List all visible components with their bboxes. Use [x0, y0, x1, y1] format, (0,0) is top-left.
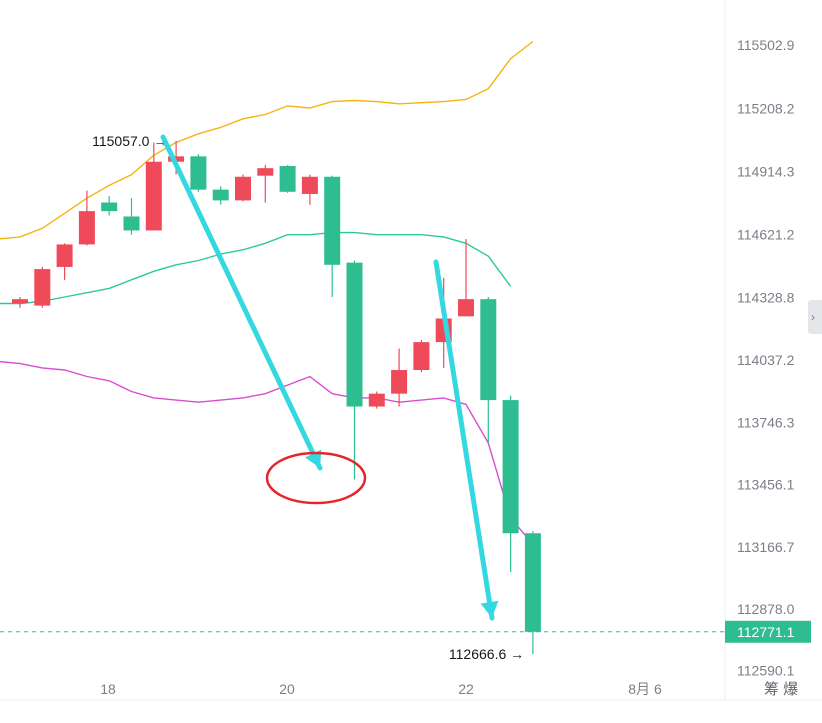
price-tick-label: 113746.3	[737, 414, 795, 430]
candle	[279, 164, 296, 193]
candle-body	[12, 299, 28, 304]
current-price-label: 112771.1	[737, 624, 795, 640]
time-axis: 18 20 22 8月 6	[100, 681, 662, 697]
candle	[212, 186, 229, 205]
candle	[391, 348, 408, 407]
candle-body	[190, 156, 207, 190]
candle-body	[123, 216, 140, 231]
price-tick-label: 115208.2	[737, 100, 795, 116]
candle-body	[524, 533, 541, 632]
candle-body	[502, 400, 519, 534]
candle-body	[212, 189, 229, 201]
candle-body	[480, 299, 497, 401]
chevron-right-icon: ›	[811, 310, 815, 324]
candle-body	[101, 202, 118, 212]
axis-scroll-handle[interactable]: ›	[808, 300, 822, 334]
candle	[235, 174, 251, 202]
candle-body	[324, 176, 341, 265]
candle	[257, 164, 274, 203]
candle-body	[78, 211, 95, 245]
price-tick-label: 115502.9	[737, 37, 795, 53]
candle	[324, 175, 341, 298]
candle	[301, 174, 318, 205]
date-tick-label: 20	[279, 681, 295, 697]
candle	[12, 297, 28, 308]
candle	[524, 531, 541, 655]
lower-band-line	[0, 360, 534, 545]
candle-body	[257, 168, 274, 176]
trend-arrow-left-shaft	[160, 134, 323, 471]
candle	[78, 190, 95, 246]
candle-body	[413, 342, 430, 371]
trend-arrow-right-head	[480, 600, 499, 618]
candle-body	[391, 370, 408, 394]
date-tick-label: 18	[100, 681, 116, 697]
candle-body	[34, 269, 51, 306]
candle	[368, 391, 385, 409]
bollinger-bands	[0, 40, 534, 545]
date-tick-label: 8月 6	[628, 681, 662, 697]
date-tick-label: 22	[458, 681, 474, 697]
candle	[458, 239, 474, 317]
candle	[34, 266, 51, 308]
candles	[12, 140, 541, 655]
candle	[190, 154, 207, 192]
price-tick-label: 113456.1	[737, 477, 795, 493]
price-tick-label: 114621.2	[737, 226, 795, 242]
middle-band-line	[0, 231, 512, 305]
candle	[101, 196, 118, 216]
annotation-overlay: 115057.0 → 112666.6 →	[0, 133, 725, 662]
upper-band-line	[0, 40, 534, 240]
trend-arrow-right	[433, 259, 499, 621]
candle-body	[145, 161, 162, 231]
candle-body	[56, 244, 73, 267]
current-price-badge	[725, 620, 811, 643]
candle	[56, 243, 73, 280]
price-tick-label: 113166.7	[737, 539, 795, 555]
price-tick-label: 112878.0	[737, 601, 795, 617]
candle	[413, 339, 430, 373]
trend-arrow-left-head	[305, 449, 322, 468]
candle-body	[301, 176, 318, 194]
candle	[123, 198, 140, 235]
low-price-label: 112666.6 →	[449, 646, 524, 662]
high-price-label: 115057.0 →	[92, 133, 167, 149]
candle-body	[279, 166, 296, 192]
candle	[480, 297, 497, 444]
candle	[502, 395, 519, 572]
candle-body	[368, 393, 385, 407]
chip-burst-tools[interactable]: 筹 爆	[764, 681, 798, 698]
candle-body	[235, 176, 251, 201]
price-axis: 115502.9 115208.2 114914.3 114621.2 114328.8…	[725, 37, 811, 679]
candle	[346, 260, 363, 480]
price-tick-label: 114328.8	[737, 289, 795, 305]
candle-body	[458, 299, 474, 317]
price-tick-label: 112590.1	[737, 663, 795, 679]
candle-body	[346, 262, 363, 407]
highlight-circle	[265, 451, 367, 505]
trend-arrow-left	[160, 134, 323, 471]
price-tick-label: 114914.3	[737, 164, 795, 180]
price-tick-label: 114037.2	[737, 352, 795, 368]
candle	[145, 142, 162, 231]
trend-arrow-right-shaft	[433, 259, 495, 621]
